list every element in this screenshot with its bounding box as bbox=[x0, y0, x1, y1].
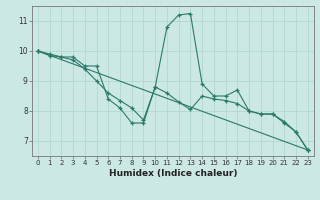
X-axis label: Humidex (Indice chaleur): Humidex (Indice chaleur) bbox=[108, 169, 237, 178]
